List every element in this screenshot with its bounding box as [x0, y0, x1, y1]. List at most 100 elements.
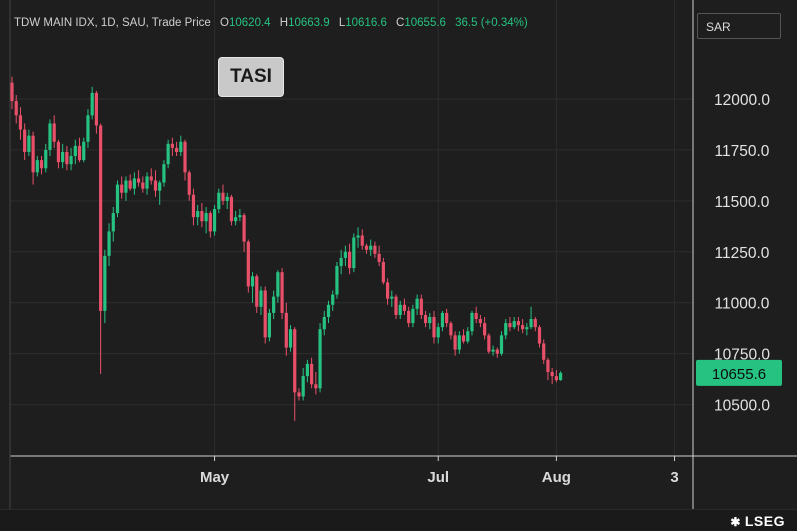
candle-body-9	[48, 123, 52, 150]
candle-86	[373, 241, 377, 258]
candle-118	[508, 316, 512, 332]
candle-body-34	[153, 180, 158, 191]
candle-body-89	[385, 282, 390, 299]
candle-body-64	[280, 272, 284, 313]
candle-54	[238, 209, 242, 222]
candle-3	[23, 123, 27, 161]
candle-50	[221, 184, 225, 205]
candle-body-88	[381, 261, 385, 283]
candle-36	[162, 160, 166, 187]
candle-34	[153, 170, 158, 197]
brand: ✱ LSEG	[730, 513, 785, 529]
candle-96	[415, 294, 419, 315]
candle-2	[18, 107, 23, 140]
candle-body-114	[491, 349, 495, 352]
candle-body-30	[137, 178, 141, 183]
candle-body-18	[86, 115, 90, 142]
candle-body-67	[293, 329, 297, 393]
candle-body-56	[246, 241, 250, 287]
candle-104	[449, 321, 453, 340]
candle-74	[322, 310, 326, 336]
candle-17	[82, 137, 86, 163]
candle-103	[445, 308, 449, 328]
candle-11	[56, 139, 61, 169]
candle-62	[272, 290, 276, 320]
candle-20	[94, 90, 98, 134]
candle-body-110	[474, 312, 478, 320]
candle-body-50	[221, 192, 225, 201]
candle-71	[310, 357, 314, 389]
candle-94	[407, 306, 411, 328]
candle-77	[335, 261, 339, 299]
candle-35	[158, 180, 162, 205]
candle-106	[457, 331, 461, 354]
candle-5	[31, 131, 35, 185]
candle-6	[35, 156, 39, 177]
candle-body-2	[18, 115, 23, 130]
candle-42	[187, 170, 191, 201]
price-chart[interactable]: 10500.0 10750.0 11000.0 11250.0 11500.0 11750…	[0, 0, 797, 509]
candle-67	[293, 327, 297, 421]
candle-body-39	[174, 147, 179, 152]
change-value: 36.5 (+0.34%)	[455, 17, 528, 29]
candle-16	[77, 137, 82, 163]
candle-body-29	[132, 178, 136, 189]
candle-body-52	[229, 196, 234, 222]
y-tick-label-2: 11000.0	[715, 296, 770, 313]
candle-22	[103, 249, 107, 324]
candle-body-95	[411, 308, 415, 324]
candle-body-11	[56, 141, 61, 163]
candle-61	[267, 308, 272, 342]
candle-body-93	[402, 304, 407, 311]
candle-114	[491, 345, 495, 356]
candle-33	[149, 168, 153, 185]
candle-body-21	[99, 125, 103, 311]
y-tick-label-5: 11750.0	[715, 143, 770, 160]
candle-44	[196, 204, 200, 226]
candle-body-27	[124, 180, 128, 193]
candle-38	[170, 137, 174, 157]
symbol-legend: TDW MAIN IDX, 1D, SAU, Trade Price O1062…	[14, 17, 528, 29]
candle-21	[99, 123, 103, 375]
candle-body-111	[478, 319, 483, 324]
candle-72	[314, 372, 318, 395]
candle-93	[402, 298, 407, 315]
candle-39	[174, 141, 179, 157]
candle-99	[428, 312, 432, 330]
x-axis-ticks: May Jul Aug 3	[200, 456, 679, 486]
candle-115	[495, 347, 499, 358]
candle-107	[461, 329, 466, 344]
candle-58	[255, 274, 259, 313]
candle-body-60	[263, 290, 267, 338]
candle-75	[326, 300, 331, 324]
candle-26	[120, 176, 124, 199]
candle-127	[546, 357, 550, 381]
candle-body-48	[212, 209, 217, 232]
candle-body-100	[432, 316, 436, 338]
candle-37	[166, 139, 170, 169]
candle-body-84	[364, 245, 369, 250]
candle-body-76	[331, 294, 335, 305]
candle-40	[179, 135, 183, 157]
candle-109	[470, 310, 474, 336]
candle-body-38	[170, 143, 174, 148]
candle-body-68	[297, 392, 301, 397]
candle-body-36	[162, 164, 166, 183]
high-label: H	[279, 17, 289, 29]
currency-selector[interactable]: SAR	[697, 13, 781, 39]
candle-124	[533, 316, 537, 332]
low-label: L	[338, 17, 346, 29]
candle-body-74	[322, 316, 326, 330]
candle-body-47	[208, 213, 212, 232]
candle-body-126	[542, 343, 546, 360]
candle-body-28	[128, 180, 132, 189]
candle-body-66	[288, 329, 293, 348]
candle-body-23	[107, 231, 111, 256]
candle-43	[191, 188, 196, 226]
candle-body-80	[348, 251, 352, 269]
candle-body-59	[259, 290, 263, 307]
candle-129	[554, 369, 558, 383]
candle-body-72	[314, 384, 318, 389]
candle-body-16	[77, 145, 82, 161]
candle-24	[111, 206, 115, 242]
